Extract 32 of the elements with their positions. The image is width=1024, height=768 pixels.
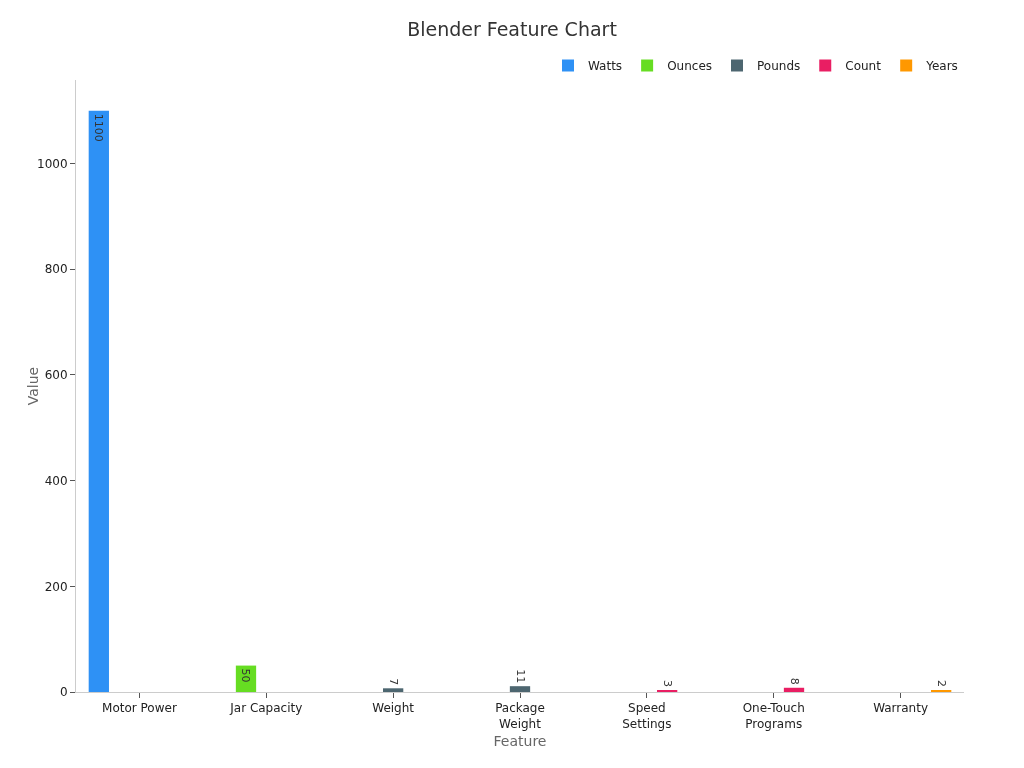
x-tick-label: Package Weight bbox=[495, 701, 545, 731]
data-label: 8 bbox=[787, 677, 801, 685]
legend-label: Years bbox=[925, 59, 958, 74]
data-label: 7 bbox=[386, 678, 400, 686]
legend-label: Pounds bbox=[757, 59, 801, 74]
bar bbox=[783, 687, 805, 692]
y-tick-label: 200 bbox=[44, 579, 68, 594]
chart-title: Blender Feature Chart bbox=[407, 18, 617, 41]
data-label: 11 bbox=[513, 669, 527, 684]
bar bbox=[88, 110, 109, 692]
y-tick-label: 0 bbox=[59, 685, 68, 700]
data-label: 50 bbox=[239, 668, 253, 683]
x-tick-label: One-Touch Programs bbox=[742, 701, 805, 731]
y-tick-label: 600 bbox=[44, 368, 68, 383]
bar bbox=[382, 688, 404, 692]
x-axis-title: Feature bbox=[493, 733, 547, 749]
x-tick-label: Motor Power bbox=[102, 701, 177, 716]
bar bbox=[509, 686, 531, 692]
data-label: 2 bbox=[934, 680, 948, 687]
x-tick-label: Warranty bbox=[873, 701, 929, 716]
x-tick-label: Speed Settings bbox=[622, 701, 672, 731]
legend-label: Watts bbox=[588, 59, 623, 74]
data-label: 1100 bbox=[92, 113, 106, 142]
y-tick-label: 800 bbox=[44, 262, 68, 277]
y-tick-label: 400 bbox=[44, 473, 68, 488]
legend-label: Count bbox=[845, 59, 882, 74]
x-tick-label: Weight bbox=[372, 701, 415, 716]
legend-label: Ounces bbox=[667, 59, 713, 74]
x-tick-label: Jar Capacity bbox=[229, 701, 303, 716]
data-label: 3 bbox=[660, 680, 674, 687]
y-axis-title: Value bbox=[25, 366, 41, 406]
y-tick-label: 1000 bbox=[37, 156, 68, 171]
